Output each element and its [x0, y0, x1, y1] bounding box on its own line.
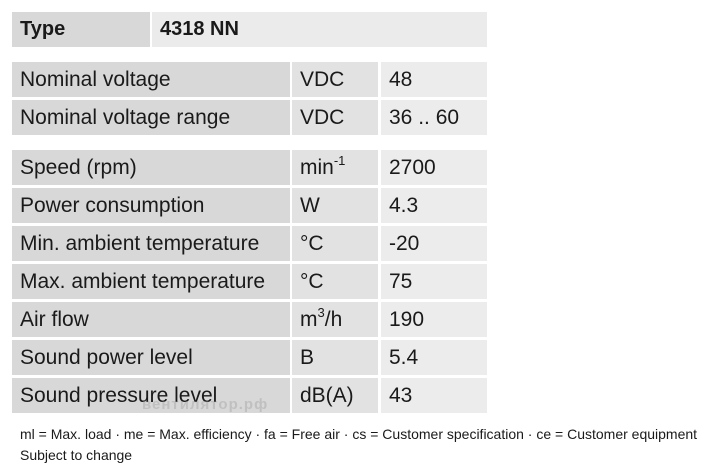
row-unit: W [292, 188, 378, 223]
row-label: Nominal voltage [12, 62, 290, 97]
row-unit: m3/h [292, 302, 378, 337]
unit-base: m [300, 308, 318, 331]
row-label: Max. ambient temperature [12, 264, 290, 299]
row-unit: B [292, 340, 378, 375]
row-value: 48 [381, 62, 487, 97]
unit-tail: /h [324, 308, 343, 331]
unit-sup: 3 [317, 305, 325, 320]
row-value: 43 [381, 378, 487, 413]
type-label: Type [12, 12, 150, 47]
row-label: Sound power level [12, 340, 290, 375]
row-value: -20 [381, 226, 487, 261]
row-value: 2700 [381, 150, 487, 185]
type-value: 4318 NN [152, 12, 487, 47]
unit-base: min [300, 156, 334, 179]
row-value: 4.3 [381, 188, 487, 223]
row-unit: °C [292, 226, 378, 261]
row-value: 75 [381, 264, 487, 299]
row-unit: min-1 [292, 150, 378, 185]
row-label: Nominal voltage range [12, 100, 290, 135]
footer-note: Subject to change [20, 447, 133, 463]
row-value: 190 [381, 302, 487, 337]
row-label: Min. ambient temperature [12, 226, 290, 261]
row-unit: VDC [292, 100, 378, 135]
row-value: 5.4 [381, 340, 487, 375]
row-label: Sound pressure level [12, 378, 290, 413]
row-unit: °C [292, 264, 378, 299]
row-label: Speed (rpm) [12, 150, 290, 185]
row-value: 36 .. 60 [381, 100, 487, 135]
row-label: Air flow [12, 302, 290, 337]
row-unit: VDC [292, 62, 378, 97]
row-label: Power consumption [12, 188, 290, 223]
unit-sup: -1 [333, 153, 346, 168]
watermark: вентилятор.рф [142, 396, 269, 413]
row-unit: dB(A) [292, 378, 378, 413]
footer-note: ml = Max. load · me = Max. efficiency · … [20, 426, 698, 442]
